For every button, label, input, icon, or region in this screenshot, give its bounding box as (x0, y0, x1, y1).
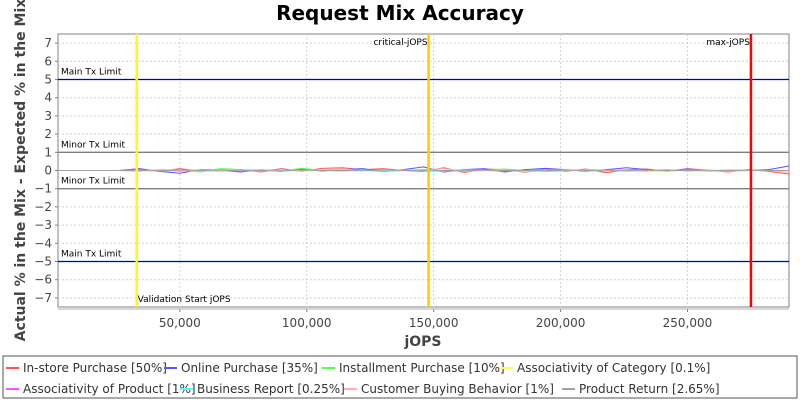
x-axis-ticks: 50,000 100,000 150,000 200,000 250,000 (58, 308, 789, 330)
x-tick-label: 150,000 (409, 316, 459, 330)
x-axis-label: jOPS (403, 334, 441, 350)
y-tick-label: −5 (34, 255, 52, 269)
y-tick-label: 4 (44, 91, 52, 105)
limit-label: Minor Tx Limit (61, 140, 126, 150)
legend-label: Product Return [2.65%] (579, 382, 720, 396)
y-tick-label: −4 (34, 236, 52, 250)
y-tick-label: 0 (44, 164, 52, 178)
horizontal-markers: Main Tx Limit Minor Tx Limit Minor Tx Limi… (58, 68, 789, 263)
x-tick-label: 250,000 (663, 316, 713, 330)
legend-label: Associativity of Category [0.1%] (517, 361, 710, 375)
y-tick-label: 3 (44, 109, 52, 123)
series-line (58, 169, 789, 172)
jops-marker-label: critical-jOPS (373, 38, 427, 48)
y-tick-label: 7 (44, 36, 52, 50)
x-tick-label: 50,000 (159, 316, 201, 330)
legend-label: Installment Purchase [10%] (339, 361, 505, 375)
legend: In-store Purchase [50%] Online Purchase [… (6, 361, 720, 396)
chart-title: Request Mix Accuracy (276, 1, 524, 25)
x-tick-label: 200,000 (536, 316, 586, 330)
series-line (58, 168, 790, 173)
limit-label: Main Tx Limit (61, 250, 122, 260)
limit-label: Minor Tx Limit (61, 177, 126, 187)
jops-marker-label: max-jOPS (706, 38, 750, 48)
y-axis-label: Actual % in the Mix - Expected % in the … (13, 0, 29, 341)
y-tick-label: −7 (34, 291, 52, 305)
x-tick-label: 100,000 (282, 316, 332, 330)
y-tick-label: −6 (34, 273, 52, 287)
jops-marker-label: Validation Start jOPS (138, 295, 231, 305)
series-lines (58, 165, 790, 175)
y-tick-label: 6 (44, 54, 52, 68)
vertical-markers: Validation Start jOPS critical-jOPS max-jO… (135, 34, 753, 307)
y-tick-label: 2 (44, 127, 52, 141)
y-tick-label: −1 (34, 182, 52, 196)
limit-label: Main Tx Limit (61, 68, 122, 78)
y-tick-label: −3 (34, 218, 52, 232)
y-axis-ticks: −7 −6 −5 −4 −3 −2 −1 0 1 2 3 4 5 6 7 (34, 36, 58, 305)
y-tick-label: 1 (44, 145, 52, 159)
y-tick-label: −2 (34, 200, 52, 214)
legend-label: In-store Purchase [50%] (23, 361, 167, 375)
y-tick-label: 5 (44, 73, 52, 87)
legend-label: Associativity of Product [1%] (23, 382, 196, 396)
legend-label: Business Report [0.25%] (197, 382, 345, 396)
legend-label: Customer Buying Behavior [1%] (361, 382, 554, 396)
legend-label: Online Purchase [35%] (181, 361, 318, 375)
legend-box (2, 355, 798, 399)
